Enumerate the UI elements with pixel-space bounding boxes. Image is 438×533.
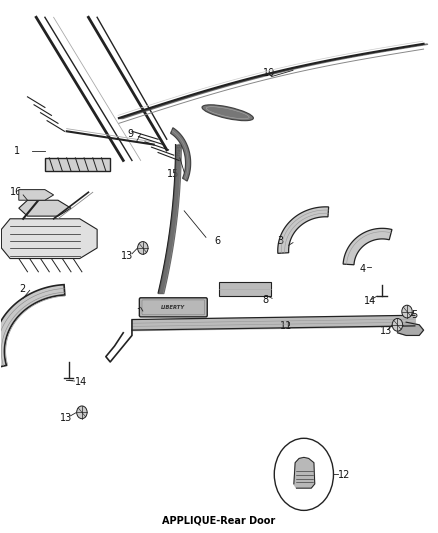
Polygon shape	[0, 285, 65, 368]
Polygon shape	[1, 219, 97, 259]
Text: 13: 13	[60, 413, 72, 423]
Text: 12: 12	[338, 470, 350, 480]
Text: 5: 5	[411, 310, 417, 320]
Text: 7: 7	[136, 308, 142, 318]
Text: 2: 2	[19, 284, 25, 294]
Text: HHeSo: HHeSo	[176, 141, 184, 158]
FancyBboxPatch shape	[219, 282, 271, 296]
Circle shape	[402, 305, 412, 318]
FancyBboxPatch shape	[45, 158, 110, 171]
Text: 16: 16	[10, 187, 22, 197]
Text: 15: 15	[167, 169, 179, 179]
Polygon shape	[343, 228, 392, 265]
Polygon shape	[19, 200, 71, 216]
Text: 9: 9	[127, 129, 134, 139]
Text: 8: 8	[262, 295, 268, 305]
Polygon shape	[278, 207, 328, 253]
Text: LIBERTY: LIBERTY	[161, 305, 185, 310]
Text: 3: 3	[278, 236, 284, 246]
Polygon shape	[19, 190, 53, 200]
Circle shape	[392, 318, 403, 331]
Text: 13: 13	[121, 251, 133, 261]
Text: 4: 4	[360, 264, 366, 274]
Text: 11: 11	[280, 321, 292, 332]
Ellipse shape	[202, 105, 254, 120]
Polygon shape	[397, 322, 424, 335]
Text: 6: 6	[215, 236, 221, 246]
Text: 10: 10	[262, 68, 275, 78]
Polygon shape	[170, 128, 191, 181]
Circle shape	[138, 241, 148, 254]
Text: APPLIQUE-Rear Door: APPLIQUE-Rear Door	[162, 515, 276, 525]
Polygon shape	[294, 457, 315, 488]
Text: 14: 14	[75, 377, 88, 387]
Text: 13: 13	[380, 326, 392, 336]
Text: 14: 14	[364, 296, 376, 306]
FancyBboxPatch shape	[139, 298, 207, 317]
Circle shape	[77, 406, 87, 419]
Text: 1: 1	[14, 146, 21, 156]
